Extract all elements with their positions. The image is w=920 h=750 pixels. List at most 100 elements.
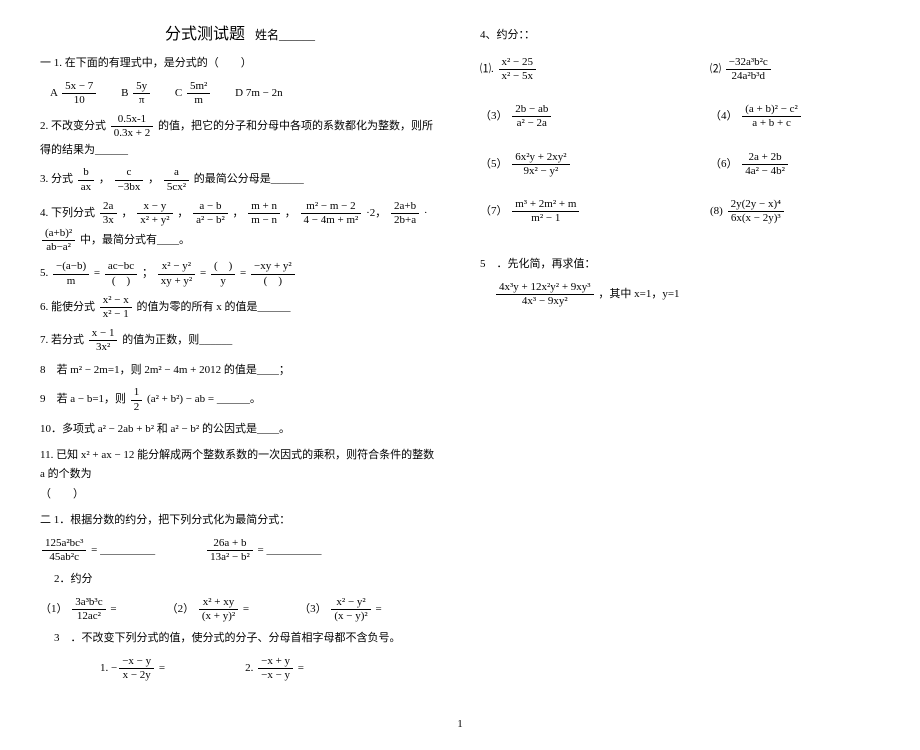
q4-f3: a − ba² − b²: [193, 200, 228, 227]
r4-5: （5） 6x²y + 2xy²9x² − y²: [480, 151, 650, 178]
s2q1-text: 1．根据分数的约分，把下列分式化为最简分式：: [54, 514, 291, 526]
q1-b-num: 5y: [133, 80, 150, 94]
q6: 6. 能使分式 x² − xx² − 1 的值为零的所有 x 的值是______: [40, 294, 440, 321]
q6-prefix: 6. 能使分式: [40, 301, 95, 313]
section-2-header: 二 1．根据分数的约分，把下列分式化为最简分式：: [40, 511, 440, 531]
q9-frac: 12: [131, 386, 143, 413]
opt-d-label: D: [235, 87, 243, 99]
q9-prefix: 9 若 a − b=1，则: [40, 394, 126, 406]
q1-opt-a: A 5x − 7 10: [50, 80, 98, 107]
q4-f1: 2a3x: [100, 200, 117, 227]
rq5-suffix: ，其中 x=1，y=1: [598, 288, 679, 300]
q9: 9 若 a − b=1，则 12 (a² + b²) − ab = ______…: [40, 386, 440, 413]
q6-frac: x² − xx² − 1: [100, 294, 132, 321]
s2q1-f2: 26a + b13a² − b²: [207, 537, 253, 564]
q1-d-expr: 7m − 2n: [246, 87, 283, 99]
q5-f5: −xy + y²( ): [251, 260, 295, 287]
s2q3-f2: −x + y−x − y: [258, 655, 293, 682]
q4: 4. 下列分式 2a3x ， x − yx² + y² ， a − ba² − …: [40, 200, 440, 255]
q5-f2: ac−bc( ): [105, 260, 137, 287]
q4-suffix: 中，最简分式有____。: [80, 234, 190, 246]
q11-line2: （ ）: [40, 488, 84, 500]
r4-8: (8) 2y(2y − x)⁴6x(x − 2y)³: [710, 198, 880, 225]
q1-c-den: m: [187, 94, 210, 107]
q4-f4: m + nm − n: [248, 200, 280, 227]
r4-4-frac: (a + b)² − c²a + b + c: [742, 103, 801, 130]
q3-suffix: 的最简公分母是______: [194, 174, 304, 186]
s2q2-p2: （2） x² + xy(x + y)² =: [167, 596, 250, 623]
r4-5-frac: 6x²y + 2xy²9x² − y²: [512, 151, 569, 178]
r4-1-frac: x² − 25x² − 5x: [499, 56, 537, 83]
q3-f2: c−3bx: [115, 166, 144, 193]
q4-f5: m² − m − 24 − 4m + m²: [301, 200, 362, 227]
q2-num: 0.5x-1: [111, 113, 153, 127]
s2q1-f1: 125a²bc³45ab²c: [42, 537, 86, 564]
name-field-label: 姓名______: [255, 28, 315, 42]
q1-opt-c: C 5m² m: [175, 80, 212, 107]
q2-den: 0.3x + 2: [111, 127, 153, 140]
s2q1-p2: 26a + b13a² − b² = __________: [205, 537, 321, 564]
opt-c-label: C: [175, 87, 182, 99]
s2q2-p1: （1） 3a³b³c12ac² =: [40, 596, 117, 623]
page-container: 分式测试题 姓名______ 一 1. 在下面的有理式中，是分式的（ ） A 5…: [40, 20, 880, 688]
q3-prefix: 3. 分式: [40, 174, 73, 186]
s2q1-p1: 125a²bc³45ab²c = __________: [40, 537, 155, 564]
s2q3-f1: −x − yx − 2y: [119, 655, 154, 682]
r4-row3: （5） 6x²y + 2xy²9x² − y² （6） 2a + 2b4a² −…: [480, 151, 880, 178]
opt-a-label: A: [50, 87, 57, 99]
q5-f1: −(a−b)m: [53, 260, 89, 287]
q1-b-den: π: [133, 94, 150, 107]
r4-6: （6） 2a + 2b4a² − 4b²: [710, 151, 880, 178]
s2q1-parts: 125a²bc³45ab²c = __________ 26a + b13a² …: [40, 537, 440, 564]
q1-text: 1. 在下面的有理式中，是分式的（ ）: [54, 57, 252, 69]
r4-row4: （7） m³ + 2m² + mm² − 1 (8) 2y(2y − x)⁴6x…: [480, 198, 880, 225]
q10: 10．多项式 a² − 2ab + b² 和 a² − b² 的公因式是____…: [40, 420, 440, 440]
q4-f6: 2a+b2b+a: [391, 200, 419, 227]
q4-f7: (a+b)²ab−a²: [42, 227, 75, 254]
s2q3-p2: 2. −x + y−x − y =: [245, 655, 304, 682]
s2q2-p3: （3） x² − y²(x − y)² =: [299, 596, 382, 623]
r4-7-frac: m³ + 2m² + mm² − 1: [512, 198, 579, 225]
q1-a-num: 5x − 7: [62, 80, 96, 94]
q2-frac: 0.5x-1 0.3x + 2: [111, 113, 153, 140]
section-1-header: 一 1. 在下面的有理式中，是分式的（ ）: [40, 54, 440, 74]
sec2-label: 二: [40, 514, 51, 526]
s2q3-parts: 1. −−x − yx − 2y = 2. −x + y−x − y =: [100, 655, 440, 682]
q4-prefix: 4. 下列分式: [40, 207, 95, 219]
s2q2-text: 2．约分: [54, 570, 440, 590]
q7: 7. 若分式 x − 13x² 的值为正数，则______: [40, 327, 440, 354]
page-number: 1: [40, 718, 880, 730]
q7-suffix: 的值为正数，则______: [122, 334, 232, 346]
q5-label: 5.: [40, 268, 48, 280]
q1-c-num: 5m²: [187, 80, 210, 94]
s2q2-f3: x² − y²(x − y)²: [331, 596, 370, 623]
page-title: 分式测试题 姓名______: [40, 20, 440, 44]
q1-opt-b: B 5y π: [121, 80, 152, 107]
r4-6-frac: 2a + 2b4a² − 4b²: [742, 151, 788, 178]
q2-prefix: 2. 不改变分式: [40, 120, 106, 132]
r4-3-frac: 2b − aba² − 2a: [512, 103, 551, 130]
q2: 2. 不改变分式 0.5x-1 0.3x + 2 的值，把它的分子和分母中各项的…: [40, 113, 440, 160]
opt-b-label: B: [121, 87, 128, 99]
q11-line1: 11. 已知 x² + ax − 12 能分解成两个整数系数的一次因式的乘积，则…: [40, 449, 434, 481]
q3: 3. 分式 bax ， c−3bx ， a5cx² 的最简公分母是______: [40, 166, 440, 193]
rq5-frac: 4x³y + 12x²y² + 9xy³4x³ − 9xy²: [496, 281, 594, 308]
title-text: 分式测试题: [165, 26, 245, 43]
s2q2-f1: 3a³b³c12ac²: [72, 596, 105, 623]
s2q3-p1: 1. −−x − yx − 2y =: [100, 655, 165, 682]
q7-prefix: 7. 若分式: [40, 334, 84, 346]
q5-f3: x² − y²xy + y²: [158, 260, 196, 287]
q3-f3: a5cx²: [164, 166, 189, 193]
q1-a-den: 10: [62, 94, 96, 107]
q1-c-frac: 5m² m: [187, 80, 210, 107]
r4-7: （7） m³ + 2m² + mm² − 1: [480, 198, 650, 225]
sec1-label: 一: [40, 57, 51, 69]
q9-suffix: (a² + b²) − ab = ______。: [147, 394, 261, 406]
q1-b-frac: 5y π: [133, 80, 150, 107]
q5-f4: ( )y: [211, 260, 235, 287]
q1-options: A 5x − 7 10 B 5y π C 5m² m: [50, 80, 440, 107]
s2q2-f2: x² + xy(x + y)²: [199, 596, 238, 623]
rq4-label: 4、约分：：: [480, 26, 880, 46]
q5: 5. −(a−b)m = ac−bc( ) ； x² − y²xy + y² =…: [40, 260, 440, 287]
r4-3: （3） 2b − aba² − 2a: [480, 103, 650, 130]
